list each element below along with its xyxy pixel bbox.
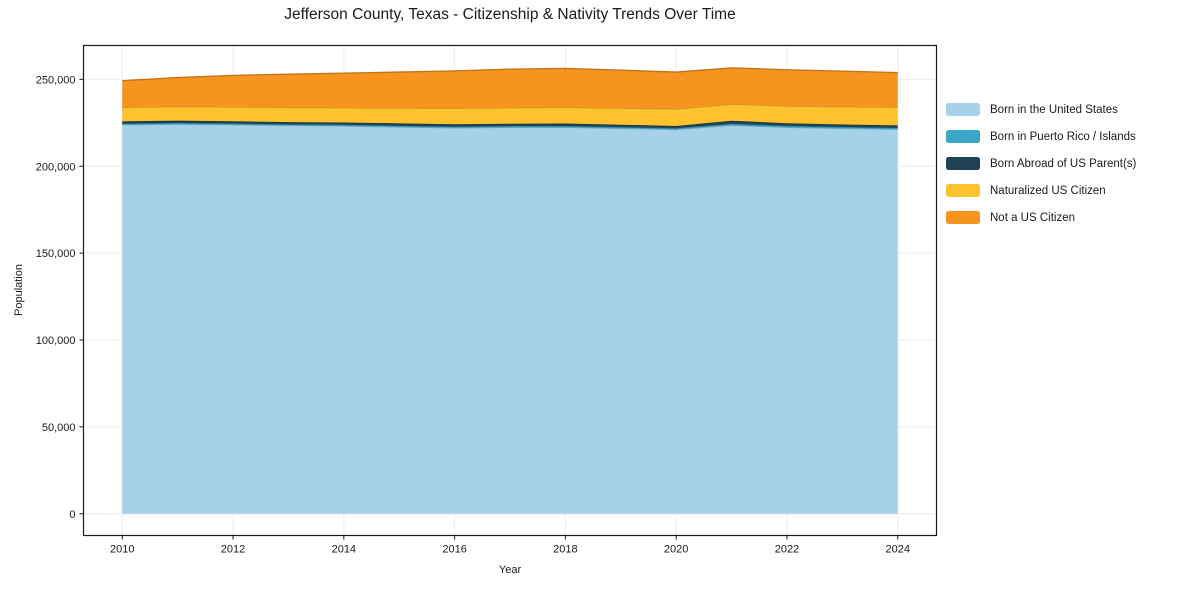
legend-item-naturalized: Naturalized US Citizen [946,177,1136,204]
area-edge-naturalized [122,103,898,110]
x-tick-label: 2016 [442,544,466,556]
x-tick-label: 2012 [221,544,245,556]
x-tick-label: 2024 [885,544,909,556]
x-tick-label: 2018 [553,544,577,556]
y-tick-label: 250,000 [36,74,76,86]
y-tick-label: 150,000 [36,248,76,260]
y-tick-label: 50,000 [42,422,76,434]
x-tick-label: 2014 [332,544,356,556]
area-naturalized [122,104,898,126]
legend-label: Born in Puerto Rico / Islands [990,130,1136,143]
legend-label: Naturalized US Citizen [990,184,1106,197]
legend-swatch-born-abroad [946,157,980,170]
legend-item-puerto-rico-islands: Born in Puerto Rico / Islands [946,123,1136,150]
x-tick-label: 2022 [775,544,799,556]
legend-label: Not a US Citizen [990,211,1076,224]
y-tick-label: 100,000 [36,335,76,347]
x-tick-label: 2020 [664,544,688,556]
legend-swatch-naturalized [946,184,980,197]
area-edge-not-citizen [122,67,898,82]
legend-item-born-us: Born in the United States [946,96,1136,123]
y-tick-label: 200,000 [36,161,76,173]
legend-swatch-not-citizen [946,211,980,224]
area-not-citizen [122,67,898,109]
x-tick-label: 2010 [110,544,134,556]
legend-swatch-born-us [946,103,980,116]
area-born-us [122,124,898,514]
y-axis-label: Population [13,264,25,316]
legend: Born in the United States Born in Puerto … [946,96,1136,231]
legend-label: Born in the United States [990,103,1118,116]
legend-label: Born Abroad of US Parent(s) [990,157,1137,170]
chart-title: Jefferson County, Texas - Citizenship & … [284,6,736,23]
legend-item-not-citizen: Not a US Citizen [946,204,1136,231]
legend-swatch-puerto-rico-islands [946,130,980,143]
x-axis-label: Year [498,564,522,576]
plot-border [82,44,938,537]
y-tick-label: 0 [69,509,75,521]
legend-item-born-abroad: Born Abroad of US Parent(s) [946,150,1136,177]
